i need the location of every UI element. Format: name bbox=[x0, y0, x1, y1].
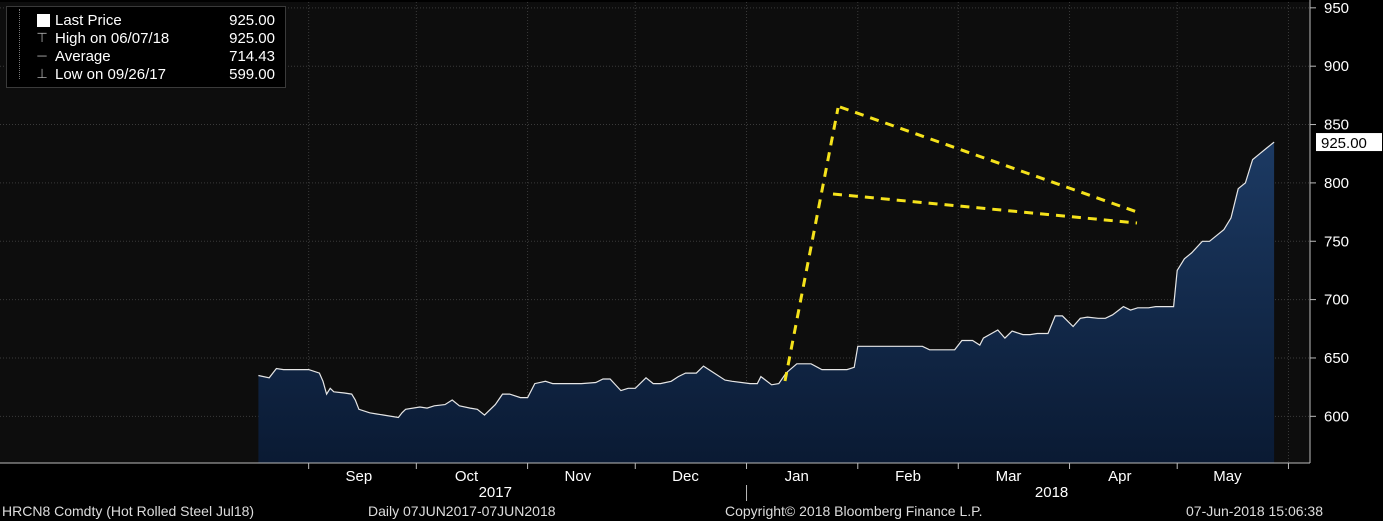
x-month-label: May bbox=[1213, 468, 1242, 485]
x-month-label: Nov bbox=[564, 468, 591, 485]
y-tick-label: 900 bbox=[1324, 58, 1349, 75]
x-month-label: Sep bbox=[346, 468, 373, 485]
y-tick-label: 800 bbox=[1324, 175, 1349, 192]
x-month-label: Jan bbox=[785, 468, 809, 485]
legend-row-low: ⊥ Low on 09/26/17 599.00 bbox=[7, 66, 277, 83]
low-marker-icon: ⊥ bbox=[36, 66, 48, 81]
y-tick-label: 850 bbox=[1324, 117, 1349, 134]
price-area bbox=[258, 142, 1275, 463]
legend-tree-line bbox=[19, 9, 28, 79]
x-year-label: 2018 bbox=[1035, 484, 1068, 501]
pennant-annotation-line bbox=[832, 192, 1138, 225]
last-price-tag-bg bbox=[1316, 133, 1382, 152]
price-line bbox=[258, 141, 1275, 419]
footer-ticker: HRCN8 Comdty (Hot Rolled Steel Jul18) bbox=[2, 503, 255, 519]
chart-legend: Last Price 925.00 ⊤ High on 06/07/18 925… bbox=[6, 6, 286, 88]
x-year-label: 2017 bbox=[479, 484, 512, 501]
legend-row-high: ⊤ High on 06/07/18 925.00 bbox=[7, 30, 277, 47]
footer-timestamp: 07-Jun-2018 15:06:38 bbox=[1186, 503, 1323, 519]
legend-label: Low on 09/26/17 bbox=[55, 66, 166, 83]
legend-value: 925.00 bbox=[229, 12, 275, 29]
footer-copyright: Copyright© 2018 Bloomberg Finance L.P. bbox=[725, 503, 983, 519]
last-price-tag: 925.00 bbox=[1321, 135, 1367, 152]
x-month-label: Mar bbox=[996, 468, 1022, 485]
pennant-annotation-line bbox=[783, 107, 840, 382]
square-icon bbox=[37, 14, 50, 27]
y-tick-label: 600 bbox=[1324, 408, 1349, 425]
average-marker-icon: ─ bbox=[37, 48, 47, 63]
legend-value: 599.00 bbox=[229, 66, 275, 83]
high-marker-icon: ⊤ bbox=[36, 30, 48, 45]
y-tick-label: 700 bbox=[1324, 292, 1349, 309]
y-tick-label: 650 bbox=[1324, 350, 1349, 367]
y-tick-label: 950 bbox=[1324, 0, 1349, 17]
legend-value: 925.00 bbox=[229, 30, 275, 47]
legend-value: 714.43 bbox=[229, 48, 275, 65]
x-month-label: Apr bbox=[1108, 468, 1131, 485]
legend-label: High on 06/07/18 bbox=[55, 30, 170, 47]
x-month-label: Dec bbox=[672, 468, 699, 485]
y-tick-label: 750 bbox=[1324, 233, 1349, 250]
legend-row-last-price: Last Price 925.00 bbox=[7, 12, 277, 29]
legend-label: Last Price bbox=[55, 12, 122, 29]
pennant-annotation-line bbox=[839, 105, 1138, 214]
x-month-label: Feb bbox=[895, 468, 921, 485]
footer-range: Daily 07JUN2017-07JUN2018 bbox=[368, 503, 556, 519]
x-month-label: Oct bbox=[455, 468, 479, 485]
legend-label: Average bbox=[55, 48, 111, 65]
chart-footer: HRCN8 Comdty (Hot Rolled Steel Jul18) Da… bbox=[0, 501, 1383, 521]
legend-row-average: ─ Average 714.43 bbox=[7, 48, 277, 65]
